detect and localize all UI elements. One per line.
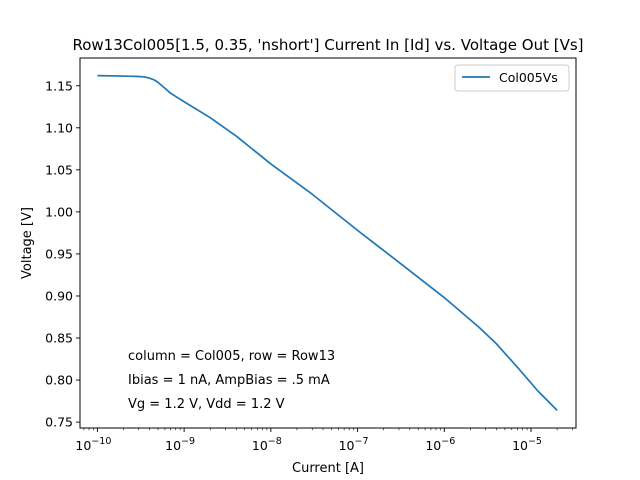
y-tick-label: 1.05 <box>45 162 73 177</box>
plot-area <box>79 57 577 429</box>
annotation-column-row: column = Col005, row = Row13 <box>128 349 335 364</box>
legend-box <box>454 64 570 92</box>
y-tick-label: 0.90 <box>45 288 73 303</box>
x-tick-label: 10−9 <box>165 436 195 453</box>
x-tick-label: 10−7 <box>339 436 369 453</box>
chart-title: Row13Col005[1.5, 0.35, 'nshort'] Current… <box>72 36 583 54</box>
x-tick-label: 10−6 <box>425 436 455 453</box>
legend: Col005Vs <box>454 64 570 92</box>
x-tick-label: 10−5 <box>512 436 542 453</box>
series-line <box>97 74 558 411</box>
x-axis: 10−10 10−9 10−8 10−7 10−6 10−5 <box>75 428 573 453</box>
series-layer <box>97 74 558 411</box>
y-tick-label: 0.75 <box>45 415 73 430</box>
y-axis: 0.75 0.80 0.85 0.90 0.95 1.00 1.05 1.10 1.15 <box>45 78 80 430</box>
y-tick-label: 0.95 <box>45 246 73 261</box>
y-tick-label: 0.85 <box>45 331 73 346</box>
x-tick-label: 10−8 <box>252 436 282 453</box>
annotation-voltages: Vg = 1.2 V, Vdd = 1.2 V <box>128 397 285 412</box>
y-axis-label: Voltage [V] <box>20 207 35 279</box>
x-axis-label: Current [A] <box>292 461 364 476</box>
y-tick-label: 1.15 <box>45 78 73 93</box>
y-tick-label: 1.10 <box>45 120 73 135</box>
legend-label: Col005Vs <box>499 70 558 85</box>
x-tick-label: 10−10 <box>75 436 111 453</box>
annotation-bias: Ibias = 1 nA, AmpBias = .5 mA <box>128 373 330 388</box>
y-tick-label: 0.80 <box>45 373 73 388</box>
y-tick-label: 1.00 <box>45 204 73 219</box>
